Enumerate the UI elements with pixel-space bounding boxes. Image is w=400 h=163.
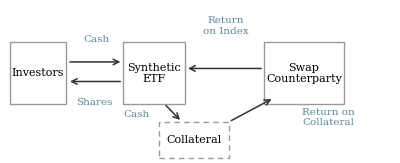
Text: Synthetic
ETF: Synthetic ETF — [127, 63, 181, 84]
Text: Cash: Cash — [123, 110, 149, 119]
Text: Collateral: Collateral — [166, 135, 222, 145]
FancyBboxPatch shape — [10, 42, 66, 104]
Text: Investors: Investors — [12, 68, 64, 78]
Text: Return
on Index: Return on Index — [203, 16, 249, 36]
Text: Return on
Collateral: Return on Collateral — [302, 108, 355, 127]
FancyBboxPatch shape — [264, 42, 344, 104]
Text: Shares: Shares — [76, 98, 112, 107]
Text: Swap
Counterparty: Swap Counterparty — [266, 63, 342, 84]
Text: Cash: Cash — [83, 35, 109, 44]
FancyBboxPatch shape — [123, 42, 185, 104]
FancyBboxPatch shape — [159, 122, 229, 158]
